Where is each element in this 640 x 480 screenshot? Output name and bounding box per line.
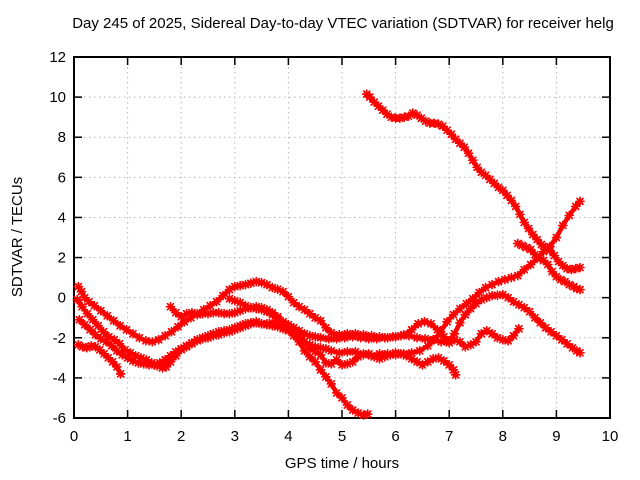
y-tick-label: 10 (49, 89, 66, 106)
y-tick-label: 8 (58, 129, 66, 146)
x-tick-label: 6 (391, 428, 399, 445)
series-point-markers (72, 196, 585, 373)
y-tick-label: 4 (58, 209, 66, 226)
x-tick-label: 7 (445, 428, 453, 445)
x-axis-label: GPS time / hours (285, 455, 399, 472)
x-tick-label: 4 (284, 428, 292, 445)
series-point-markers (74, 314, 461, 380)
series-point-markers (73, 339, 126, 379)
y-tick-label: -2 (53, 330, 66, 347)
x-tick-label: 10 (602, 428, 619, 445)
x-tick-label: 3 (231, 428, 239, 445)
chart-title: Day 245 of 2025, Sidereal Day-to-day VTE… (72, 15, 614, 32)
y-axis-label: SDTVAR / TECUs (9, 177, 26, 297)
x-tick-label: 9 (552, 428, 560, 445)
series-point-markers (224, 293, 524, 352)
x-tick-label: 0 (70, 428, 78, 445)
y-tick-label: -6 (53, 410, 66, 427)
x-tick-label: 2 (177, 428, 185, 445)
x-tick-label: 1 (123, 428, 131, 445)
series-point-markers (361, 89, 585, 275)
x-tick-label: 5 (338, 428, 346, 445)
y-tick-label: 0 (58, 290, 66, 307)
y-tick-label: 2 (58, 250, 66, 267)
y-tick-label: 12 (49, 49, 66, 66)
y-tick-label: 6 (58, 169, 66, 186)
y-tick-label: -4 (53, 370, 66, 387)
series-point-markers (512, 238, 585, 295)
series-layer (72, 89, 585, 420)
x-tick-label: 8 (499, 428, 507, 445)
